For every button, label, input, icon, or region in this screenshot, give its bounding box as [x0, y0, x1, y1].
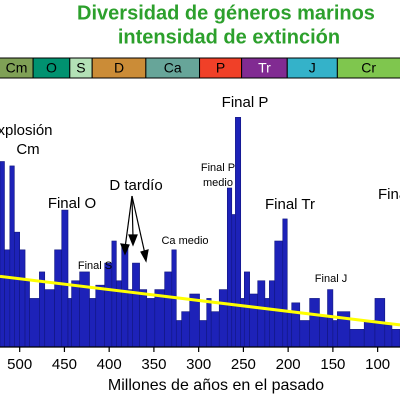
bar — [4, 249, 11, 348]
bar — [44, 289, 55, 348]
bar — [132, 262, 140, 348]
annotation: Explosión — [0, 122, 53, 139]
bar — [19, 249, 26, 348]
period-label: Ca — [164, 60, 182, 76]
chart-subtitle: intensidad de extinción — [118, 26, 340, 48]
annotation: Final J — [315, 273, 347, 285]
bar — [54, 249, 63, 348]
bar — [104, 262, 113, 348]
x-tick-label: 250 — [231, 356, 256, 373]
bar — [249, 293, 259, 348]
bar — [189, 293, 200, 348]
bar — [95, 284, 105, 348]
annotation: Cm — [16, 141, 39, 158]
bar — [269, 280, 276, 348]
bar — [309, 298, 320, 348]
annotation: Ca medio — [161, 235, 208, 247]
bar — [384, 324, 393, 348]
bar — [61, 209, 69, 348]
bar — [282, 218, 288, 348]
bar — [391, 329, 400, 348]
annotation: Final K — [378, 186, 400, 203]
x-tick-label: 300 — [186, 356, 211, 373]
x-tick-label: 350 — [141, 356, 166, 373]
bar — [218, 289, 228, 348]
x-tick-label: 500 — [7, 356, 32, 373]
bar — [175, 320, 182, 348]
x-axis-title: Millones de años en el pasado — [108, 377, 324, 394]
annotation: Final S — [78, 260, 112, 272]
period-label: Cr — [361, 60, 376, 76]
arrows — [120, 195, 149, 263]
x-tick-label: 150 — [320, 356, 345, 373]
bar — [0, 161, 5, 348]
period-label: O — [46, 60, 57, 76]
period-label: J — [309, 60, 316, 76]
bar — [332, 320, 338, 348]
bar — [121, 245, 129, 348]
bar — [206, 298, 212, 348]
bar — [274, 240, 284, 348]
bar — [71, 280, 80, 348]
bar — [235, 117, 242, 348]
bar — [9, 165, 15, 348]
bar — [29, 298, 40, 348]
x-tick-label: 100 — [365, 356, 390, 373]
bar — [243, 271, 250, 348]
x-tick-label: 200 — [276, 356, 301, 373]
bar — [291, 302, 301, 348]
bar — [89, 298, 97, 348]
chart-title: Diversidad de géneros marinos — [77, 2, 375, 24]
period-band — [336, 57, 400, 79]
annotation: Final Tr — [265, 196, 315, 213]
bar — [257, 280, 266, 348]
bar — [181, 311, 191, 348]
bar — [154, 289, 165, 348]
trend-line — [0, 274, 400, 327]
bar — [164, 271, 173, 348]
bar — [24, 280, 30, 348]
bar — [226, 187, 233, 348]
period-label: P — [216, 60, 225, 76]
period-label: Cm — [6, 60, 28, 76]
bar — [67, 298, 72, 348]
bar — [14, 231, 20, 348]
bar — [319, 315, 328, 348]
bar — [231, 214, 236, 348]
bar — [210, 311, 220, 348]
period-label: S — [76, 60, 85, 76]
x-tick-label: 450 — [52, 356, 77, 373]
annotation: Final P — [222, 94, 269, 111]
bar — [146, 298, 156, 348]
period-label: Tr — [258, 60, 271, 76]
bar — [363, 320, 376, 348]
bar — [286, 311, 293, 348]
annotation: D tardío — [109, 177, 162, 194]
annotation: medio — [203, 177, 233, 189]
bar — [264, 298, 270, 348]
bar — [199, 320, 208, 348]
period-label: D — [114, 60, 124, 76]
bar — [327, 289, 334, 348]
bar — [299, 320, 310, 348]
bar — [349, 329, 365, 348]
bar — [111, 240, 117, 348]
annotation: Final P — [201, 162, 235, 174]
annotation: Final O — [48, 195, 96, 212]
bar — [127, 289, 133, 348]
bar — [139, 289, 148, 348]
bar — [79, 271, 90, 348]
x-tick-label: 400 — [97, 356, 122, 373]
